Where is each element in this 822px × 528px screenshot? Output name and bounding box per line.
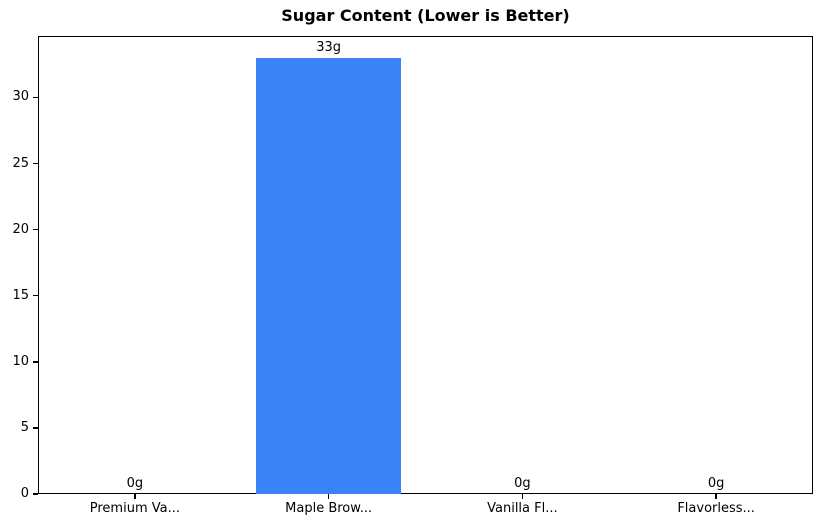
y-axis-tick bbox=[33, 361, 38, 363]
y-axis-tick bbox=[33, 294, 38, 297]
y-axis-tick bbox=[33, 162, 38, 165]
chart-title: Sugar Content (Lower is Better) bbox=[281, 6, 570, 25]
bar-value-label: 0g bbox=[707, 476, 725, 491]
plot-area bbox=[38, 36, 813, 494]
y-axis-tick bbox=[33, 96, 38, 99]
y-axis-tick-label: 0 bbox=[20, 486, 29, 501]
y-axis-tick-label: 20 bbox=[12, 221, 29, 237]
y-axis-tick-label: 15 bbox=[12, 287, 29, 303]
y-axis-tick-label: 5 bbox=[20, 419, 29, 435]
x-axis-tick bbox=[327, 494, 330, 499]
bar bbox=[255, 57, 402, 494]
x-axis-tick-label: Premium Va... bbox=[89, 501, 180, 516]
y-axis-tick-label: 30 bbox=[12, 89, 29, 105]
x-axis-tick bbox=[134, 494, 136, 499]
x-axis-tick-label: Flavorless... bbox=[677, 501, 755, 516]
y-axis-tick bbox=[33, 427, 38, 429]
x-axis-tick bbox=[715, 494, 717, 499]
y-axis-tick bbox=[33, 493, 38, 495]
bar-value-label: 0g bbox=[514, 476, 531, 491]
y-axis-tick-label: 25 bbox=[12, 155, 29, 171]
x-axis-tick-label: Vanilla Fl... bbox=[487, 501, 558, 516]
bar-value-label: 33g bbox=[316, 39, 342, 55]
x-axis-tick bbox=[521, 494, 524, 499]
x-axis-tick-label: Maple Brow... bbox=[285, 501, 373, 516]
y-axis-tick-label: 10 bbox=[12, 353, 29, 369]
bar-value-label: 0g bbox=[126, 476, 144, 491]
y-axis-tick bbox=[33, 228, 38, 231]
